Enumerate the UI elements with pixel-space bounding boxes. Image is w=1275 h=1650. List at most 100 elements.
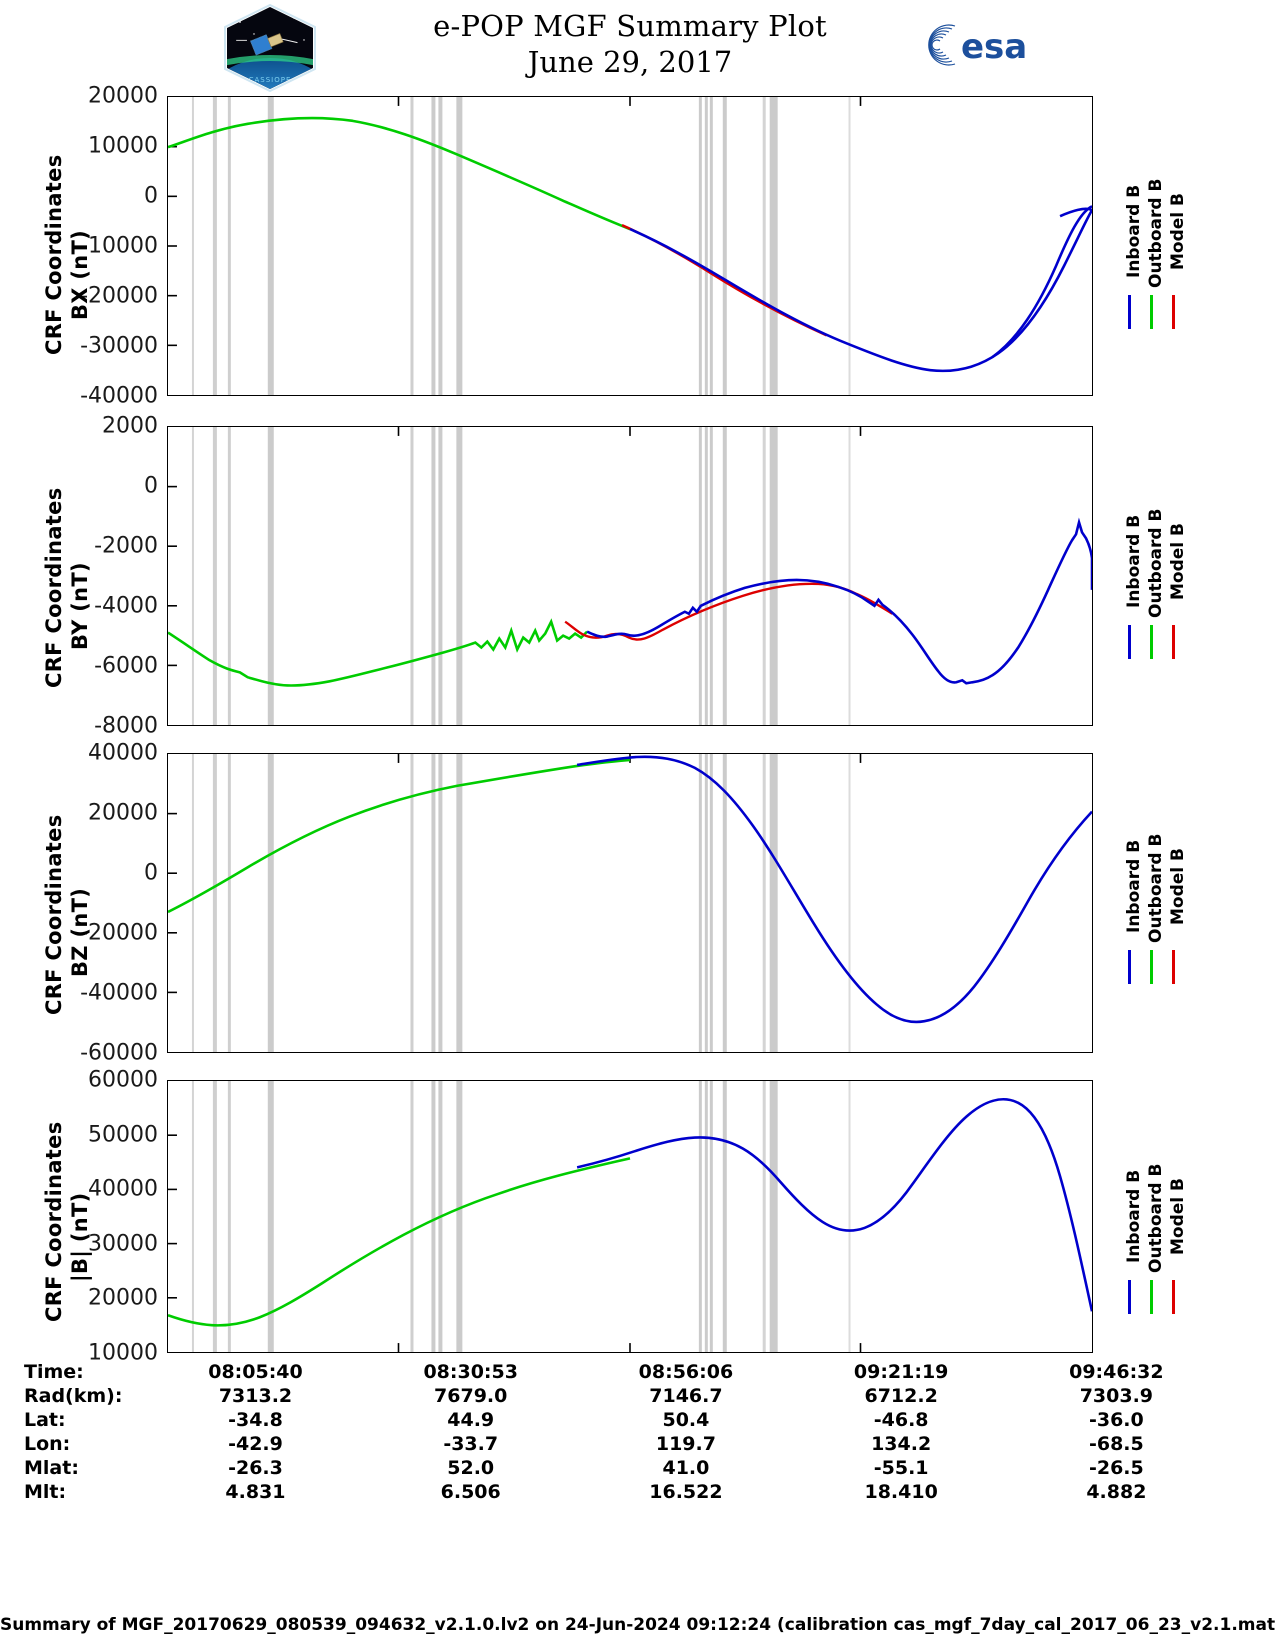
legend-swatch-model [1172, 950, 1175, 984]
cassiope-mission-patch-icon: CASSIOPE [218, 3, 322, 93]
table-cell: -33.7 [443, 1433, 499, 1455]
row-label: Rad(km): [24, 1385, 123, 1407]
bt-ticks [168, 1134, 862, 1352]
plot-panel-bt [167, 1080, 1093, 1353]
table-cell: 6.506 [440, 1481, 501, 1503]
bt-series-inboard [576, 1098, 1092, 1312]
bt-axis-title-line1: CRF Coordinates [42, 1121, 66, 1323]
row-label: Lat: [24, 1409, 66, 1431]
ytick-label: 0 [144, 183, 158, 209]
bz-series-outboard [168, 758, 631, 914]
table-row: Time: 08:05:40 08:30:53 08:56:06 09:21:1… [24, 1360, 1224, 1384]
legend-label-outboard: Outboard B [1146, 508, 1166, 618]
ytick-label: 50000 [88, 1122, 158, 1148]
legend-label-model: Model B [1168, 1178, 1188, 1255]
ytick-label: -8000 [94, 713, 158, 739]
ytick-label: -60000 [80, 1040, 158, 1066]
table-cell: 4.831 [225, 1481, 286, 1503]
bt-axis-title-line2: |B| (nT) [68, 1192, 92, 1282]
ytick-label: 30000 [88, 1231, 158, 1257]
legend-label-outboard: Outboard B [1146, 178, 1166, 288]
table-cell: 7146.7 [649, 1385, 723, 1407]
by-series-outboard [168, 618, 589, 687]
bx-axis-title-line2: BX (nT) [68, 229, 92, 320]
by-ticks [168, 427, 862, 667]
ytick-label: 20000 [88, 83, 158, 109]
bz-axis-title-line1: CRF Coordinates [42, 814, 66, 1016]
legend-label-model: Model B [1168, 848, 1188, 925]
by-series-inboard [586, 517, 1092, 685]
bx-plot-svg [168, 97, 1092, 395]
bx-axis-title-line1: CRF Coordinates [42, 154, 66, 356]
legend-bx: Inboard B Outboard B Model B [1110, 160, 1270, 350]
ytick-label: -40000 [80, 383, 158, 409]
legend-swatch-inboard [1128, 950, 1131, 984]
table-cell: 119.7 [655, 1433, 716, 1455]
bz-axis-title-line2: BZ (nT) [68, 887, 92, 977]
bx-shaded-intervals [191, 97, 851, 395]
table-cell: 08:30:53 [423, 1361, 518, 1383]
bz-series-inboard [576, 755, 1092, 1024]
table-cell: 7313.2 [218, 1385, 293, 1407]
bt-plot-svg [168, 1081, 1092, 1352]
ytick-label: -10000 [80, 233, 158, 259]
legend-label-inboard: Inboard B [1124, 839, 1144, 933]
table-cell: -36.0 [1088, 1409, 1144, 1431]
ytick-label: 0 [144, 860, 158, 886]
table-cell: -55.1 [873, 1457, 929, 1479]
table-cell: -46.8 [873, 1409, 929, 1431]
table-cell: -68.5 [1088, 1433, 1144, 1455]
legend-label-inboard: Inboard B [1124, 1169, 1144, 1263]
ytick-label: 40000 [88, 740, 158, 766]
plot-panel-bz [167, 753, 1093, 1053]
legend-label-outboard: Outboard B [1146, 1163, 1166, 1273]
legend-label-inboard: Inboard B [1124, 514, 1144, 608]
bt-ytick-labels: 60000 50000 40000 30000 20000 10000 [8, 1068, 158, 1366]
row-label: Mlat: [24, 1457, 79, 1479]
table-cell: 18.410 [864, 1481, 938, 1503]
legend-label-model: Model B [1168, 523, 1188, 600]
ytick-label: 40000 [88, 1176, 158, 1202]
ytick-label: -20000 [80, 920, 158, 946]
table-cell: 08:05:40 [208, 1361, 303, 1383]
by-shaded-intervals [191, 427, 851, 725]
by-axis-title-line1: CRF Coordinates [42, 487, 66, 689]
legend-swatch-model [1172, 625, 1175, 659]
bx-series-outboard [168, 116, 631, 231]
ytick-label: 20000 [88, 1285, 158, 1311]
title-main-text: e-POP MGF Summary Plot [433, 9, 827, 43]
bx-ytick-labels: 20000 10000 0 -10000 -20000 -30000 -4000… [8, 84, 158, 409]
legend-swatch-inboard [1128, 295, 1131, 329]
bx-series-inboard [629, 207, 1092, 373]
ytick-label: 10000 [88, 133, 158, 159]
table-cell: -26.5 [1088, 1457, 1144, 1479]
table-row: Mlat: -26.3 52.0 41.0 -55.1 -26.5 [24, 1456, 1224, 1480]
table-cell: 44.9 [447, 1409, 495, 1431]
by-plot-svg [168, 427, 1092, 725]
ytick-label: 2000 [102, 413, 158, 439]
plot-panel-bx [167, 96, 1093, 396]
ytick-label: -20000 [80, 283, 158, 309]
ytick-label: -6000 [94, 653, 158, 679]
esa-logo-icon: esa [925, 22, 1050, 68]
table-cell: 08:56:06 [638, 1361, 734, 1383]
bx-ticks [168, 97, 862, 347]
page-title: e-POP MGF Summary Plot June 29, 2017 [350, 8, 910, 80]
legend-swatch-outboard [1150, 295, 1153, 329]
table-cell: 134.2 [871, 1433, 932, 1455]
ytick-label: -30000 [80, 333, 158, 359]
legend-bz: Inboard B Outboard B Model B [1110, 815, 1270, 1005]
title-subtitle-text: June 29, 2017 [527, 45, 733, 79]
page-header: CASSIOPE e-POP MGF Summary Plot June 29,… [0, 0, 1275, 93]
table-cell: 4.882 [1086, 1481, 1147, 1503]
table-cell: 6712.2 [864, 1385, 938, 1407]
table-row: Lon: -42.9 -33.7 119.7 134.2 -68.5 [24, 1432, 1224, 1456]
bz-shaded-intervals [191, 754, 851, 1052]
table-cell: 52.0 [447, 1457, 495, 1479]
ytick-label: 0 [144, 473, 158, 499]
table-cell: -26.3 [228, 1457, 283, 1479]
legend-bt: Inboard B Outboard B Model B [1110, 1145, 1270, 1335]
legend-swatch-outboard [1150, 1280, 1153, 1314]
table-cell: 09:21:19 [853, 1361, 949, 1383]
ephemeris-table: Time: 08:05:40 08:30:53 08:56:06 09:21:1… [0, 1360, 1275, 1504]
